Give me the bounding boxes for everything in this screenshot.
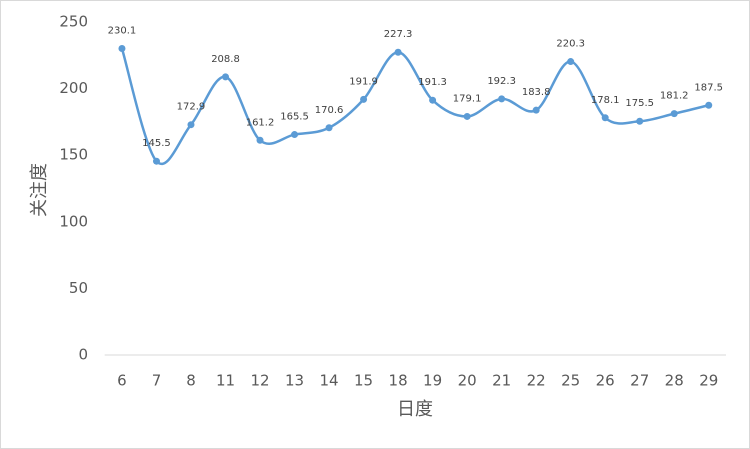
- x-tick-label: 19: [423, 372, 442, 390]
- x-tick-label: 21: [492, 372, 511, 390]
- data-label: 208.8: [211, 54, 240, 65]
- x-tick-label: 13: [285, 372, 304, 390]
- data-point: [256, 136, 264, 144]
- data-label: 172.9: [177, 102, 206, 113]
- data-point: [463, 112, 471, 120]
- data-point: [325, 124, 333, 132]
- data-label: 187.5: [694, 82, 723, 93]
- data-label: 192.3: [487, 76, 516, 87]
- x-axis-title: 日度: [397, 399, 433, 420]
- data-label: 220.3: [556, 39, 585, 50]
- x-tick-label: 12: [250, 372, 269, 390]
- y-tick-label: 100: [59, 212, 88, 230]
- data-point: [118, 45, 126, 53]
- x-tick-label: 29: [699, 372, 718, 390]
- data-label: 230.1: [108, 26, 137, 37]
- x-tick-label: 11: [216, 372, 235, 390]
- data-point: [152, 157, 160, 165]
- data-label: 191.3: [418, 77, 447, 88]
- x-tick-label: 18: [389, 372, 408, 390]
- x-tick-label: 28: [665, 372, 684, 390]
- data-label: 227.3: [384, 29, 413, 40]
- data-label: 191.9: [349, 76, 378, 87]
- data-label: 179.1: [453, 93, 482, 104]
- x-tick-label: 7: [152, 372, 162, 390]
- data-label: 183.8: [522, 87, 551, 98]
- data-point: [636, 117, 644, 125]
- data-point: [498, 95, 506, 103]
- data-label: 178.1: [591, 95, 620, 106]
- data-point: [705, 101, 713, 109]
- data-label: 181.2: [660, 91, 689, 102]
- y-tick-label: 50: [69, 279, 88, 297]
- data-point: [291, 131, 299, 139]
- data-point: [222, 73, 230, 81]
- data-point: [601, 114, 609, 122]
- y-tick-label: 250: [59, 13, 88, 31]
- data-label: 170.6: [315, 105, 344, 116]
- x-tick-label: 25: [561, 372, 580, 390]
- data-label: 175.5: [625, 98, 654, 109]
- y-tick-label: 150: [59, 146, 88, 164]
- data-label: 145.5: [142, 138, 171, 149]
- data-point: [187, 121, 195, 129]
- x-tick-label: 6: [117, 372, 127, 390]
- y-tick-label: 0: [78, 346, 88, 364]
- x-tick-label: 20: [458, 372, 477, 390]
- data-label: 165.5: [280, 112, 309, 123]
- x-tick-label: 15: [354, 372, 373, 390]
- x-tick-label: 26: [596, 372, 615, 390]
- data-point: [360, 95, 368, 103]
- x-tick-label: 22: [527, 372, 546, 390]
- data-point: [429, 96, 437, 104]
- data-point: [394, 48, 402, 56]
- x-tick-label: 14: [320, 372, 339, 390]
- y-tick-label: 200: [59, 79, 88, 97]
- data-point: [670, 110, 678, 118]
- y-axis-title: 关注度: [29, 163, 50, 217]
- x-tick-label: 8: [186, 372, 196, 390]
- data-label: 161.2: [246, 117, 275, 128]
- data-point: [532, 106, 540, 114]
- x-tick-label: 27: [630, 372, 649, 390]
- data-point: [567, 58, 575, 66]
